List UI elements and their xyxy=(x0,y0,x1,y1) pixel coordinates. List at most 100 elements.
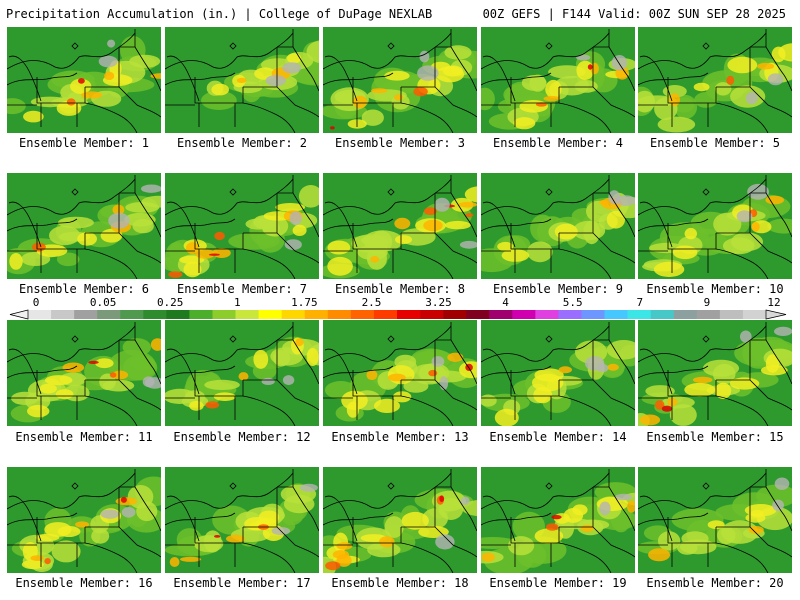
colorbar-bin xyxy=(719,310,744,319)
ensemble-member-label: Ensemble Member: 12 xyxy=(173,430,311,444)
state-boundaries xyxy=(7,469,161,573)
colorbar-bin xyxy=(74,310,98,319)
state-boundaries xyxy=(638,175,792,279)
colorbar-high-arrow xyxy=(765,309,787,320)
ensemble-member-map xyxy=(323,173,477,279)
precipitation-field xyxy=(7,467,161,573)
precipitation-field xyxy=(7,320,161,426)
colorbar-bin xyxy=(235,310,259,319)
colorbar-bin xyxy=(627,310,651,319)
colorbar-bin xyxy=(604,310,628,319)
colorbar-tick-label: 1.75 xyxy=(291,296,318,309)
ensemble-member-label: Ensemble Member: 17 xyxy=(173,576,311,590)
ensemble-member-label: Ensemble Member: 6 xyxy=(18,282,150,296)
state-boundaries xyxy=(323,29,477,133)
colorbar-tick-label: 0 xyxy=(32,296,40,309)
precipitation-field xyxy=(638,320,792,426)
state-boundaries xyxy=(481,175,635,279)
ensemble-member-label: Ensemble Member: 18 xyxy=(331,576,469,590)
colorbar-bin xyxy=(373,310,398,319)
precipitation-field xyxy=(165,467,319,573)
ensemble-member-label: Ensemble Member: 2 xyxy=(176,136,308,150)
ensemble-member-label: Ensemble Member: 3 xyxy=(334,136,466,150)
colorbar-bin xyxy=(512,310,536,319)
state-boundaries xyxy=(165,175,319,279)
precipitation-field xyxy=(165,173,319,279)
colorbar-bin xyxy=(212,310,236,319)
ensemble-member-label: Ensemble Member: 20 xyxy=(646,576,784,590)
ensemble-member-label: Ensemble Member: 11 xyxy=(15,430,153,444)
ensemble-member-label: Ensemble Member: 15 xyxy=(646,430,784,444)
precipitation-field xyxy=(481,173,635,279)
colorbar-bin xyxy=(143,310,167,319)
colorbar-low-arrow xyxy=(9,309,29,320)
ensemble-member-map xyxy=(638,27,792,133)
ensemble-member-map xyxy=(638,173,792,279)
state-boundaries xyxy=(165,29,319,133)
colorbar-bin xyxy=(742,310,767,319)
precipitation-field xyxy=(481,467,635,573)
state-boundaries xyxy=(165,322,319,426)
precipitation-field xyxy=(323,467,477,573)
ensemble-member-map xyxy=(323,27,477,133)
precipitation-field xyxy=(7,173,161,279)
ensemble-member-label: Ensemble Member: 9 xyxy=(492,282,624,296)
ensemble-member-label: Ensemble Member: 7 xyxy=(176,282,308,296)
precipitation-field xyxy=(638,27,792,133)
ensemble-member-map xyxy=(7,27,161,133)
state-boundaries xyxy=(323,469,477,573)
state-boundaries xyxy=(638,29,792,133)
ensemble-member-map xyxy=(165,27,319,133)
colorbar-bin xyxy=(97,310,121,319)
ensemble-member-label: Ensemble Member: 1 xyxy=(18,136,150,150)
precipitation-field xyxy=(165,320,319,426)
colorbar-bin xyxy=(258,310,282,319)
ensemble-member-map xyxy=(323,320,477,426)
precipitation-colorbar: 0 0.05 0.25 1 1.75 2.5 3.25 4 5.5 7 9 12 xyxy=(6,296,790,322)
ensemble-member-map xyxy=(165,173,319,279)
ensemble-member-label: Ensemble Member: 4 xyxy=(492,136,624,150)
colorbar-bin xyxy=(189,310,213,319)
precipitation-field xyxy=(638,173,792,279)
colorbar-tick-labels: 0 0.05 0.25 1 1.75 2.5 3.25 4 5.5 7 9 12 xyxy=(6,296,790,309)
state-boundaries xyxy=(323,175,477,279)
colorbar-tick-label: 7 xyxy=(636,296,644,309)
colorbar-bin xyxy=(650,310,675,319)
colorbar-bin xyxy=(696,310,721,319)
precipitation-field xyxy=(638,467,792,573)
colorbar-bin xyxy=(420,310,444,319)
colorbar-tick-label: 5.5 xyxy=(562,296,583,309)
state-boundaries xyxy=(165,469,319,573)
model-run-valid-time: 00Z GEFS | F144 Valid: 00Z SUN SEP 28 20… xyxy=(482,7,786,21)
ensemble-member-map xyxy=(481,467,635,573)
precipitation-field xyxy=(323,320,477,426)
colorbar-bin xyxy=(397,310,421,319)
colorbar-tick-label: 1 xyxy=(233,296,241,309)
colorbar-tick-label: 0.25 xyxy=(156,296,184,309)
colorbar-tick-label: 12 xyxy=(767,296,781,309)
precipitation-field xyxy=(481,27,635,133)
ensemble-member-label: Ensemble Member: 14 xyxy=(489,430,627,444)
colorbar-bin xyxy=(350,310,375,319)
colorbar-tick-label: 9 xyxy=(703,296,711,309)
colorbar-bin xyxy=(581,310,605,319)
ensemble-member-map xyxy=(165,320,319,426)
ensemble-member-label: Ensemble Member: 8 xyxy=(334,282,466,296)
colorbar-bin xyxy=(535,310,559,319)
precipitation-field xyxy=(7,27,161,133)
state-boundaries xyxy=(638,469,792,573)
colorbar-bin xyxy=(489,310,513,319)
state-boundaries xyxy=(481,29,635,133)
ensemble-member-map xyxy=(323,467,477,573)
colorbar-bin xyxy=(466,310,490,319)
colorbar-tick-label: 3.25 xyxy=(425,296,452,309)
colorbar-tick-label: 0.05 xyxy=(89,296,117,309)
ensemble-member-label: Ensemble Member: 5 xyxy=(649,136,781,150)
precipitation-field xyxy=(165,27,319,133)
colorbar-bin xyxy=(443,310,467,319)
ensemble-member-map xyxy=(7,173,161,279)
ensemble-member-label: Ensemble Member: 13 xyxy=(331,430,469,444)
ensemble-member-map xyxy=(638,320,792,426)
precipitation-field xyxy=(481,320,635,426)
state-boundaries xyxy=(7,322,161,426)
